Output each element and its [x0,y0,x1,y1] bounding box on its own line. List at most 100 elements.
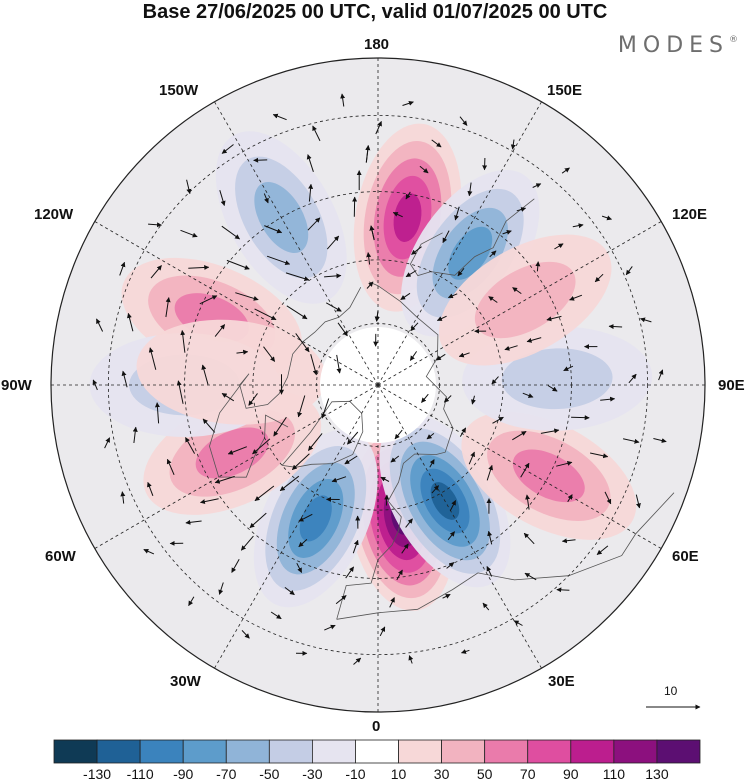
wind-vector [284,587,295,596]
wind-vector [572,223,584,229]
colorbar-tick-label: -90 [173,766,194,782]
meridian-line [214,384,379,669]
wind-vector [532,183,542,188]
meridian-line [377,384,662,549]
wind-vector [291,453,310,470]
wind-vector [120,491,126,504]
wind-vector [459,427,467,437]
wind-vector [227,446,247,455]
wind-vector [571,415,590,421]
wind-vector [426,433,435,440]
colorbar-tick-label: 50 [476,766,493,782]
wind-vector [447,293,458,299]
wind-vector [489,250,497,258]
wind-vector [436,315,447,321]
wind-vector [150,265,162,279]
wind-vector [563,365,574,372]
wind-vector [535,261,541,272]
wind-vector [540,428,560,434]
wind-vector [409,351,418,361]
colorbar-tick-label: -30 [302,766,323,782]
colorbar-tick-label: 110 [602,766,626,782]
wind-vector [390,455,400,463]
wind-vector [604,491,612,505]
colorbar-tick-label: 30 [433,766,450,782]
wind-vector [132,426,138,444]
wind-vector [286,305,308,320]
wind-vector [653,438,667,443]
wind-vector [264,225,283,234]
wind-vector [345,566,355,579]
coastline [281,400,364,468]
wind-vector [147,481,154,496]
wind-vector [270,611,282,620]
wind-vector [185,437,196,454]
wind-vector [379,626,386,637]
anomaly-center [401,169,540,337]
wind-vector [236,349,249,355]
wind-vector [366,281,374,289]
wind-vector [263,193,269,204]
wind-vector [658,369,664,381]
wind-vector [188,596,195,607]
lon-label-60e: 60E [672,548,699,565]
wind-vector [492,416,504,424]
lon-label-120e: 120E [672,206,708,223]
meridian-line [214,101,379,386]
wind-vector [487,530,493,545]
wind-vector [285,272,310,282]
wind-vector [589,452,609,459]
wind-vector [254,485,275,502]
wind-vector [298,513,313,522]
meridian-line [377,221,662,386]
wind-vector [442,230,450,244]
wind-vector [402,100,414,106]
map-title: Base 27/06/2025 00 UTC, valid 01/07/2025… [142,1,608,23]
wind-vector [218,582,224,595]
wind-vector [405,518,413,528]
lon-label-30w: 30W [170,673,201,690]
wind-vector [252,438,271,455]
wind-vector [392,212,403,218]
wind-vector [446,562,455,569]
colorbar-tick-label: -130 [83,766,112,782]
wind-vector [214,475,235,484]
wind-vector [248,393,258,406]
wind-vector [335,595,347,605]
wind-vector [625,266,633,276]
wind-vector [201,364,209,385]
wind-vector [254,308,277,321]
wind-vector [421,393,429,403]
coastline [209,287,362,478]
wind-vector [431,139,442,148]
wind-vector [523,532,535,545]
wind-vector [512,287,522,295]
wind-vector [148,347,157,370]
wind-vector [442,593,451,599]
colorbar-tick-label: 130 [645,766,669,782]
wind-vector [556,587,570,593]
wind-vector [569,294,583,301]
wind-vector [468,451,475,465]
wind-vector [366,252,372,265]
lon-label-30e: 30E [548,673,575,690]
meridian-line [94,221,379,386]
wind-vector [143,549,155,555]
wind-vector [166,458,175,475]
wind-vector [154,402,160,424]
coastline [336,492,675,620]
colorbar-tick-label: 90 [563,766,579,782]
colorbar-tick-label: -110 [126,766,154,782]
wind-vector [226,259,250,270]
wind-vector [312,125,321,142]
wind-vector [384,494,390,506]
wind-vector [324,273,342,279]
wind-vector [307,217,321,231]
wind-vector [467,182,473,197]
wind-vector [380,476,390,482]
wind-vector [200,498,219,505]
wind-vector [374,310,380,322]
wind-vector [272,113,287,121]
wind-vector [92,379,98,391]
reference-vector-label: 10 [664,684,678,698]
